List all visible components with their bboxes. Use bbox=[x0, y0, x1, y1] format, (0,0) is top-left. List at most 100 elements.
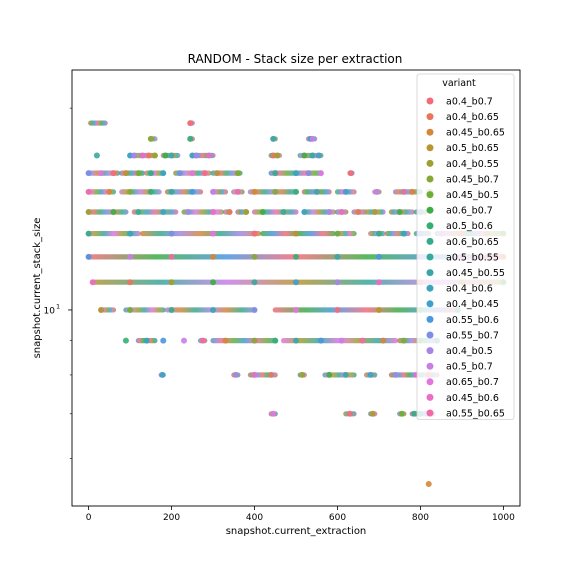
legend-label: a0.55_b0.7 bbox=[446, 330, 499, 341]
legend-marker bbox=[426, 378, 434, 386]
scatter-point bbox=[309, 135, 316, 142]
legend-marker bbox=[426, 144, 434, 152]
band-segment bbox=[139, 230, 262, 237]
scatter-point bbox=[243, 208, 250, 215]
legend-label: a0.65_b0.7 bbox=[446, 377, 499, 388]
scatter-point bbox=[85, 253, 92, 260]
band-y-19 bbox=[88, 120, 195, 127]
scatter-point bbox=[338, 208, 345, 215]
scatter-point bbox=[326, 371, 333, 378]
scatter-point bbox=[127, 279, 134, 286]
scatter-point bbox=[85, 170, 92, 177]
x-tick-label: 400 bbox=[246, 513, 263, 523]
scatter-point bbox=[272, 188, 279, 195]
band-segment bbox=[392, 189, 424, 195]
band-y-16 bbox=[85, 170, 355, 177]
legend-label: a0.4_b0.5 bbox=[446, 346, 493, 357]
scatter-point bbox=[299, 371, 306, 378]
scatter-point bbox=[270, 135, 277, 142]
scatter-point bbox=[317, 337, 324, 344]
scatter-point bbox=[347, 170, 354, 177]
plot-frame bbox=[71, 69, 521, 507]
scatter-point bbox=[160, 208, 167, 215]
scatter-point bbox=[127, 253, 134, 260]
legend-marker bbox=[426, 347, 434, 355]
scatter-point bbox=[342, 371, 349, 378]
scatter-point bbox=[342, 188, 349, 195]
band-segment bbox=[131, 209, 179, 215]
legend-label: a0.5_b0.65 bbox=[446, 143, 499, 154]
y-axis-label: snapshot.current_stack_size bbox=[32, 218, 43, 359]
scatter-point bbox=[301, 208, 308, 215]
scatter-point bbox=[270, 410, 277, 417]
legend-marker bbox=[426, 253, 434, 261]
legend-label: a0.6_b0.65 bbox=[446, 237, 499, 248]
scatter-point bbox=[251, 337, 258, 344]
scatter-point bbox=[151, 152, 158, 159]
legend-label: a0.55_b0.65 bbox=[446, 408, 505, 419]
scatter-point bbox=[371, 208, 378, 215]
scatter-point bbox=[85, 230, 92, 237]
legend: variant a0.4_b0.7 a0.4_b0.65 a0.45_b0.65 a0.… bbox=[416, 73, 515, 421]
scatter-point bbox=[309, 152, 316, 159]
scatter-point bbox=[334, 230, 341, 237]
scatter-point bbox=[93, 152, 100, 159]
scatter-point bbox=[334, 279, 341, 286]
legend-label: a0.45_b0.65 bbox=[446, 128, 505, 139]
scatter-point bbox=[409, 188, 416, 195]
scatter-point bbox=[159, 371, 166, 378]
scatter-point bbox=[355, 208, 362, 215]
scatter-point bbox=[162, 152, 169, 159]
scatter-point bbox=[334, 253, 341, 260]
legend-label: a0.6_b0.7 bbox=[446, 206, 493, 217]
band-segment bbox=[334, 230, 357, 237]
scatter-point bbox=[85, 188, 92, 195]
legend-marker bbox=[426, 315, 434, 323]
x-tick-label: 800 bbox=[412, 513, 429, 523]
scatter-point bbox=[110, 170, 117, 177]
scatter-point bbox=[232, 371, 239, 378]
scatter-point bbox=[210, 253, 217, 260]
scatter-point bbox=[272, 337, 279, 344]
scatter-point bbox=[127, 230, 134, 237]
scatter-point bbox=[168, 253, 175, 260]
scatter-point bbox=[380, 337, 387, 344]
scatter-point bbox=[110, 208, 117, 215]
scatter-point bbox=[135, 208, 142, 215]
legend-marker bbox=[426, 113, 434, 121]
legend-marker bbox=[426, 206, 434, 214]
legend-marker bbox=[426, 362, 434, 370]
legend-title: variant bbox=[442, 78, 476, 89]
scatter-point bbox=[375, 306, 382, 313]
scatter-point bbox=[375, 230, 382, 237]
scatter-point bbox=[127, 152, 134, 159]
scatter-point bbox=[160, 337, 167, 344]
y-tick-label: 10 bbox=[44, 306, 56, 316]
x-tick-label: 0 bbox=[86, 513, 92, 523]
legend-label: a0.45_b0.7 bbox=[446, 174, 499, 185]
legend-marker bbox=[426, 222, 434, 230]
scatter-point bbox=[85, 208, 92, 215]
scatter-point bbox=[338, 337, 345, 344]
legend-label: a0.4_b0.55 bbox=[446, 159, 499, 170]
scatter-point bbox=[274, 152, 281, 159]
scatter-point bbox=[251, 188, 258, 195]
scatter-point bbox=[122, 170, 129, 177]
scatter-point bbox=[210, 188, 217, 195]
band-y-14 bbox=[85, 208, 428, 215]
scatter-point bbox=[168, 279, 175, 286]
band-y-17 bbox=[93, 152, 324, 159]
x-axis: 0 200 400 600 800 1000 bbox=[86, 506, 515, 523]
scatter-point bbox=[251, 306, 258, 313]
scatter-point bbox=[98, 306, 105, 313]
scatter-point bbox=[251, 371, 258, 378]
scatter-point bbox=[400, 337, 407, 344]
scatter-point bbox=[127, 188, 134, 195]
band-segment bbox=[251, 209, 299, 215]
legend-marker bbox=[426, 97, 434, 105]
scatter-point bbox=[199, 337, 206, 344]
scatter-point bbox=[189, 188, 196, 195]
scatter-point bbox=[392, 371, 399, 378]
legend-marker bbox=[426, 159, 434, 167]
